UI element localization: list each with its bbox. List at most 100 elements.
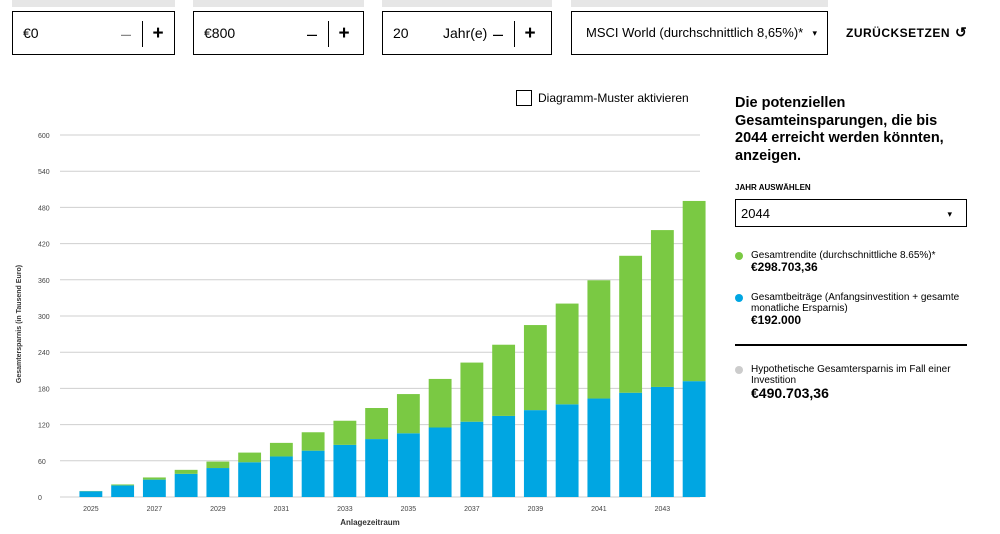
bar-returns [492,344,516,416]
x-axis-label: Anlagezeitraum [340,518,400,527]
legend-returns: Gesamtrendite (durchschnittliche 8.65%)*… [735,250,967,274]
legend-hypothetical: Hypothetische Gesamtersparnis im Fall ei… [735,364,967,401]
y-tick-label: 60 [38,459,46,466]
stepper-divider [514,21,515,47]
savings-chart: 0 60 120 180 240 300 360 420 480 540 600 2025 2027 20… [16,133,706,527]
y-tick-label: 480 [38,205,50,212]
summary-divider [735,344,967,346]
contributions-amount: €192.000 [751,313,802,327]
contributions-label: Gesamtbeiträge (Anfangsinvestition + ges… [751,292,960,314]
legend-contributions: Gesamtbeiträge (Anfangsinvestition + ges… [735,292,967,327]
bar-contributions [238,462,262,497]
initial-increase-button[interactable]: + [152,23,164,44]
stepper-divider [328,21,329,47]
index-select[interactable]: MSCI World (durchschnittlich 8,65%)* ▾ [571,11,828,55]
stepper-divider [142,21,143,47]
hypothetical-dot-icon [735,366,743,374]
chart-pattern-toggle[interactable]: Diagramm-Muster aktivieren [516,90,689,106]
reset-button[interactable]: ZURÜCKSETZEN ↺ [846,24,967,41]
index-select-value: MSCI World (durchschnittlich 8,65%)* [586,25,804,40]
y-tick-label: 420 [38,242,50,249]
bar-returns [555,303,579,405]
bar-returns [142,477,166,480]
hypothetical-amount: €490.703,36 [751,385,829,401]
hypothetical-label: Hypothetische Gesamtersparnis im Fall ei… [751,364,951,386]
chevron-down-icon: ▾ [812,28,817,38]
reset-label: ZURÜCKSETZEN [846,26,950,40]
duration-unit: Jahr(e) [443,25,488,41]
x-tick-label: 2033 [337,506,353,513]
y-tick-label: 0 [38,495,42,502]
summary-title: Die potenziellen Gesamteinsparungen, die… [735,95,944,164]
y-tick-label: 600 [38,133,50,140]
bar-contributions [174,473,198,497]
x-tick-label: 2039 [528,506,544,513]
bar-contributions [333,444,357,497]
bar-returns [269,442,293,457]
monthly-decrease-button[interactable]: – [306,24,317,44]
bar-returns [523,325,547,411]
year-select[interactable]: 2044 ▾ [735,199,967,227]
bar-contributions [555,404,579,497]
x-tick-label: 2037 [464,506,480,513]
y-axis-label: Gesamtersparnis (in Tausend Euro) [16,265,23,383]
initial-investment-value[interactable]: €0 [23,25,39,41]
x-tick-label: 2031 [274,506,290,513]
bar-returns [238,452,262,463]
chevron-down-icon: ▾ [947,209,952,219]
bar-contributions [682,381,706,497]
bar-returns [650,230,674,387]
x-tick-label: 2029 [210,506,226,513]
monthly-increase-button[interactable]: + [338,23,350,44]
initial-decrease-button[interactable]: – [120,24,131,44]
x-tick-label: 2041 [591,506,607,513]
bar-contributions [619,392,643,497]
x-tick-label: 2035 [401,506,417,513]
initial-investment-field: €0 – + [12,11,175,55]
summary-panel: Die potenziellen Gesamteinsparungen, die… [735,95,967,401]
reset-icon: ↺ [955,24,968,40]
monthly-savings-value[interactable]: €800 [204,25,236,41]
duration-field: 20 Jahr(e) – + [382,11,552,55]
bar-contributions [206,468,230,497]
bar-returns [333,420,357,445]
bar-contributions [587,398,611,497]
bar-contributions [79,491,103,497]
bar-returns [682,200,706,382]
bar-contributions [365,439,389,497]
x-tick-label: 2043 [655,506,671,513]
bar-returns [111,484,135,486]
y-tick-label: 360 [38,278,50,285]
pattern-label: Diagramm-Muster aktivieren [538,91,689,105]
y-tick-label: 120 [38,423,50,430]
bar-contributions [492,415,516,497]
bar-contributions [301,450,325,497]
returns-label: Gesamtrendite (durchschnittliche 8.65%)* [751,250,936,261]
bar-contributions [396,433,420,497]
bar-returns [365,408,389,440]
x-tick-label: 2027 [147,506,163,513]
x-tick-label: 2025 [83,506,99,513]
returns-dot-icon [735,252,743,260]
bar-contributions [142,479,166,497]
pattern-checkbox[interactable] [516,90,532,106]
duration-increase-button[interactable]: + [524,23,536,44]
duration-decrease-button[interactable]: – [492,24,503,44]
bar-contributions [650,386,674,497]
bar-contributions [523,410,547,497]
year-select-value: 2044 [741,206,770,221]
y-tick-label: 300 [38,314,50,321]
year-select-label: JAHR AUSWÄHLEN [735,183,811,192]
duration-value[interactable]: 20 [393,25,409,41]
bar-returns [587,280,611,399]
bar-returns [428,378,452,428]
bar-returns [460,362,484,422]
y-tick-label: 240 [38,350,50,357]
bar-contributions [460,421,484,497]
bar-returns [301,432,325,451]
contributions-dot-icon [735,294,743,302]
bar-returns [396,394,420,434]
bar-contributions [269,456,293,497]
bar-returns [174,469,198,474]
bar-contributions [428,427,452,497]
